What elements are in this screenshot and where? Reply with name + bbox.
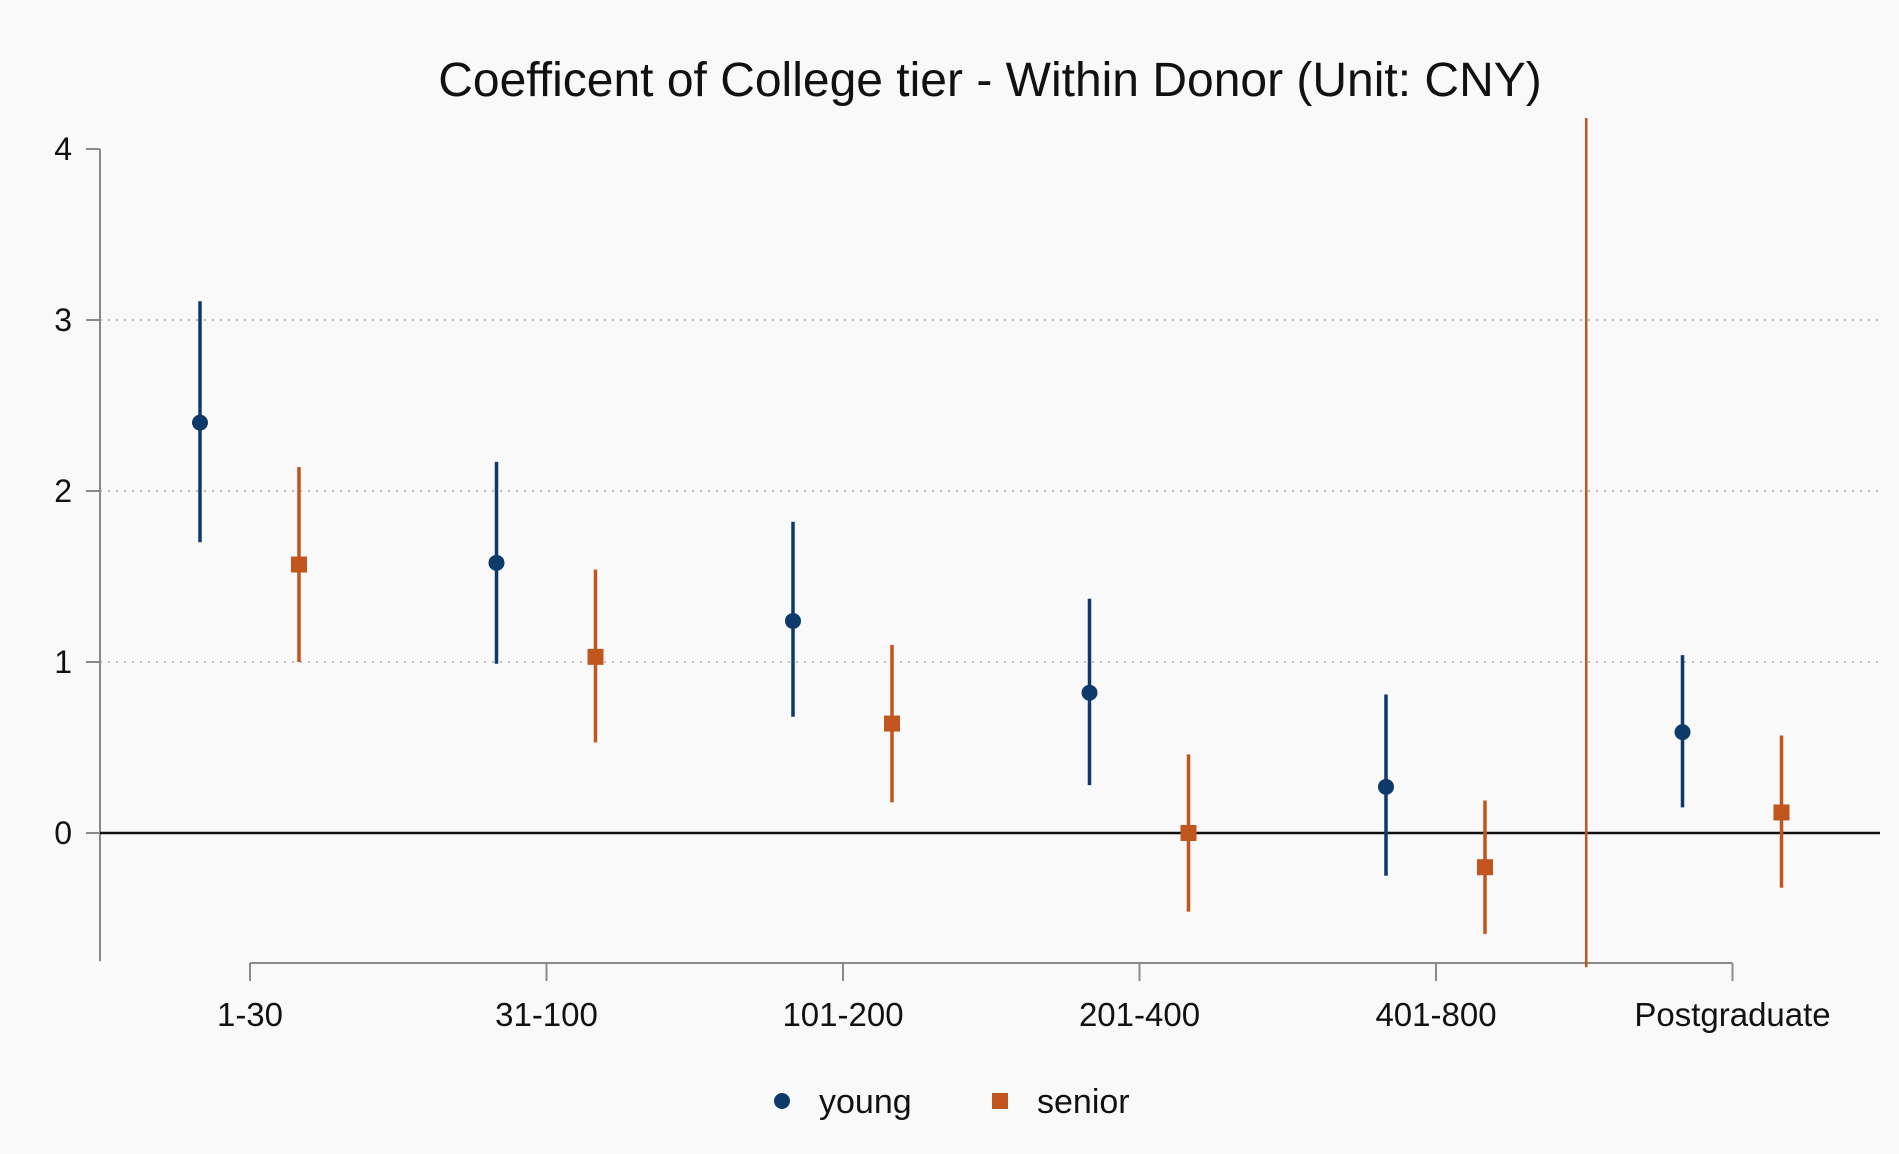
x-tick-label-1: 31-100 (495, 996, 598, 1033)
point-senior-4 (1477, 859, 1493, 876)
grid-lines (100, 319, 1880, 663)
point-senior-5 (1773, 804, 1790, 821)
axes: 0 1 2 3 4 1-30 31-100 101-200 201-400 401-800 Post… (54, 131, 1880, 1033)
legend-marker-senior (992, 1093, 1008, 1109)
x-tick-label-3: 201-400 (1079, 996, 1200, 1033)
point-senior-1 (587, 648, 604, 665)
x-tick-label-0: 1-30 (217, 996, 283, 1033)
x-tick-label-5: Postgraduate (1634, 996, 1830, 1033)
point-young-1 (488, 554, 505, 571)
legend: young senior (774, 1083, 1130, 1121)
chart-title: Coefficent of College tier - Within Dono… (438, 54, 1542, 107)
legend-label-young: young (819, 1083, 912, 1121)
point-young-2 (785, 612, 801, 629)
series-marks (192, 301, 1790, 934)
point-young-3 (1081, 684, 1098, 701)
point-young-5 (1674, 724, 1691, 741)
y-tick-label-4: 4 (54, 131, 72, 167)
point-young-4 (1378, 778, 1394, 795)
point-senior-3 (1180, 825, 1197, 841)
x-tick-label-4: 401-800 (1375, 996, 1496, 1033)
legend-label-senior: senior (1037, 1083, 1130, 1121)
y-tick-label-1: 1 (54, 644, 72, 680)
y-tick-label-2: 2 (54, 473, 72, 509)
point-young-0 (192, 414, 208, 431)
point-senior-0 (291, 556, 307, 573)
y-tick-label-3: 3 (54, 302, 72, 338)
legend-marker-young (774, 1093, 790, 1109)
x-tick-label-2: 101-200 (782, 996, 903, 1033)
y-tick-label-0: 0 (54, 815, 72, 851)
point-senior-2 (884, 715, 900, 732)
